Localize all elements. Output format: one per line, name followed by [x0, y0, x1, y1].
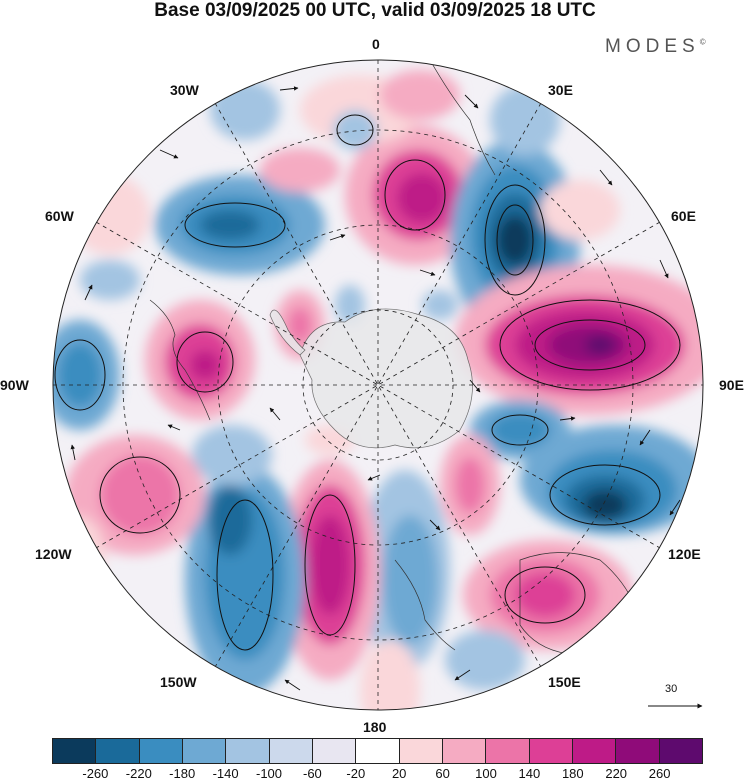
colorbar-swatch — [659, 739, 702, 763]
antarctica — [269, 308, 473, 449]
colorbar-swatch — [356, 739, 400, 763]
lon-label-180: 180 — [363, 719, 387, 735]
colorbar-swatch — [529, 739, 573, 763]
colorbar-tick-label: -140 — [212, 766, 239, 781]
lon-label-90e: 90E — [719, 377, 744, 393]
colorbar-tick-label: 60 — [435, 766, 450, 781]
lon-label-60w: 60W — [45, 208, 74, 224]
colorbar-swatch — [486, 739, 530, 763]
lon-label-120w: 120W — [35, 546, 72, 562]
colorbar-tick-label: -220 — [125, 766, 152, 781]
lon-label-30w: 30W — [170, 82, 199, 98]
reference-vector-label: 30 — [665, 683, 678, 695]
colorbar-tick-label: 180 — [561, 766, 584, 781]
colorbar — [52, 738, 703, 764]
lon-label-60e: 60E — [671, 208, 696, 224]
colorbar-swatch — [312, 739, 357, 763]
anomaly-fills — [53, 70, 703, 710]
colorbar-tick-label: 260 — [648, 766, 671, 781]
colorbar-tick-label: -180 — [169, 766, 196, 781]
lon-label-120e: 120E — [668, 546, 701, 562]
colorbar-tick-label: 20 — [391, 766, 407, 781]
colorbar-tick-label: -100 — [255, 766, 283, 781]
lon-label-90w: 90W — [0, 377, 29, 393]
colorbar-swatch — [269, 739, 313, 763]
lon-label-150e: 150E — [548, 674, 581, 690]
colorbar-tick-label: 100 — [475, 766, 497, 781]
map-field — [53, 60, 703, 710]
colorbar-tick-label: 140 — [518, 766, 541, 781]
colorbar-swatch — [182, 739, 227, 763]
brand-logo: MODES© — [605, 36, 706, 58]
lon-label-30e: 30E — [548, 82, 573, 98]
map-boundary — [52, 59, 704, 711]
colorbar-tick-label: -20 — [346, 766, 366, 781]
lon-label-0: 0 — [372, 36, 380, 52]
chart-title: Base 03/09/2025 00 UTC, valid 03/09/2025… — [154, 0, 596, 21]
colorbar-swatch — [572, 739, 617, 763]
copyright-mark: © — [699, 37, 706, 47]
colorbar-swatch — [53, 739, 97, 763]
lon-label-150w: 150W — [160, 674, 197, 690]
colorbar-tick-label: -60 — [302, 766, 322, 781]
colorbar-swatch — [442, 739, 487, 763]
colorbar-tick-label: 220 — [605, 766, 628, 781]
colorbar-swatch — [399, 739, 443, 763]
brand-name: MODES — [605, 36, 700, 57]
colorbar-swatch — [96, 739, 140, 763]
colorbar-swatch — [139, 739, 183, 763]
colorbar-swatch — [616, 739, 660, 763]
colorbar-swatch — [226, 739, 270, 763]
colorbar-tick-label: -260 — [82, 766, 109, 781]
streamlines — [54, 114, 681, 651]
